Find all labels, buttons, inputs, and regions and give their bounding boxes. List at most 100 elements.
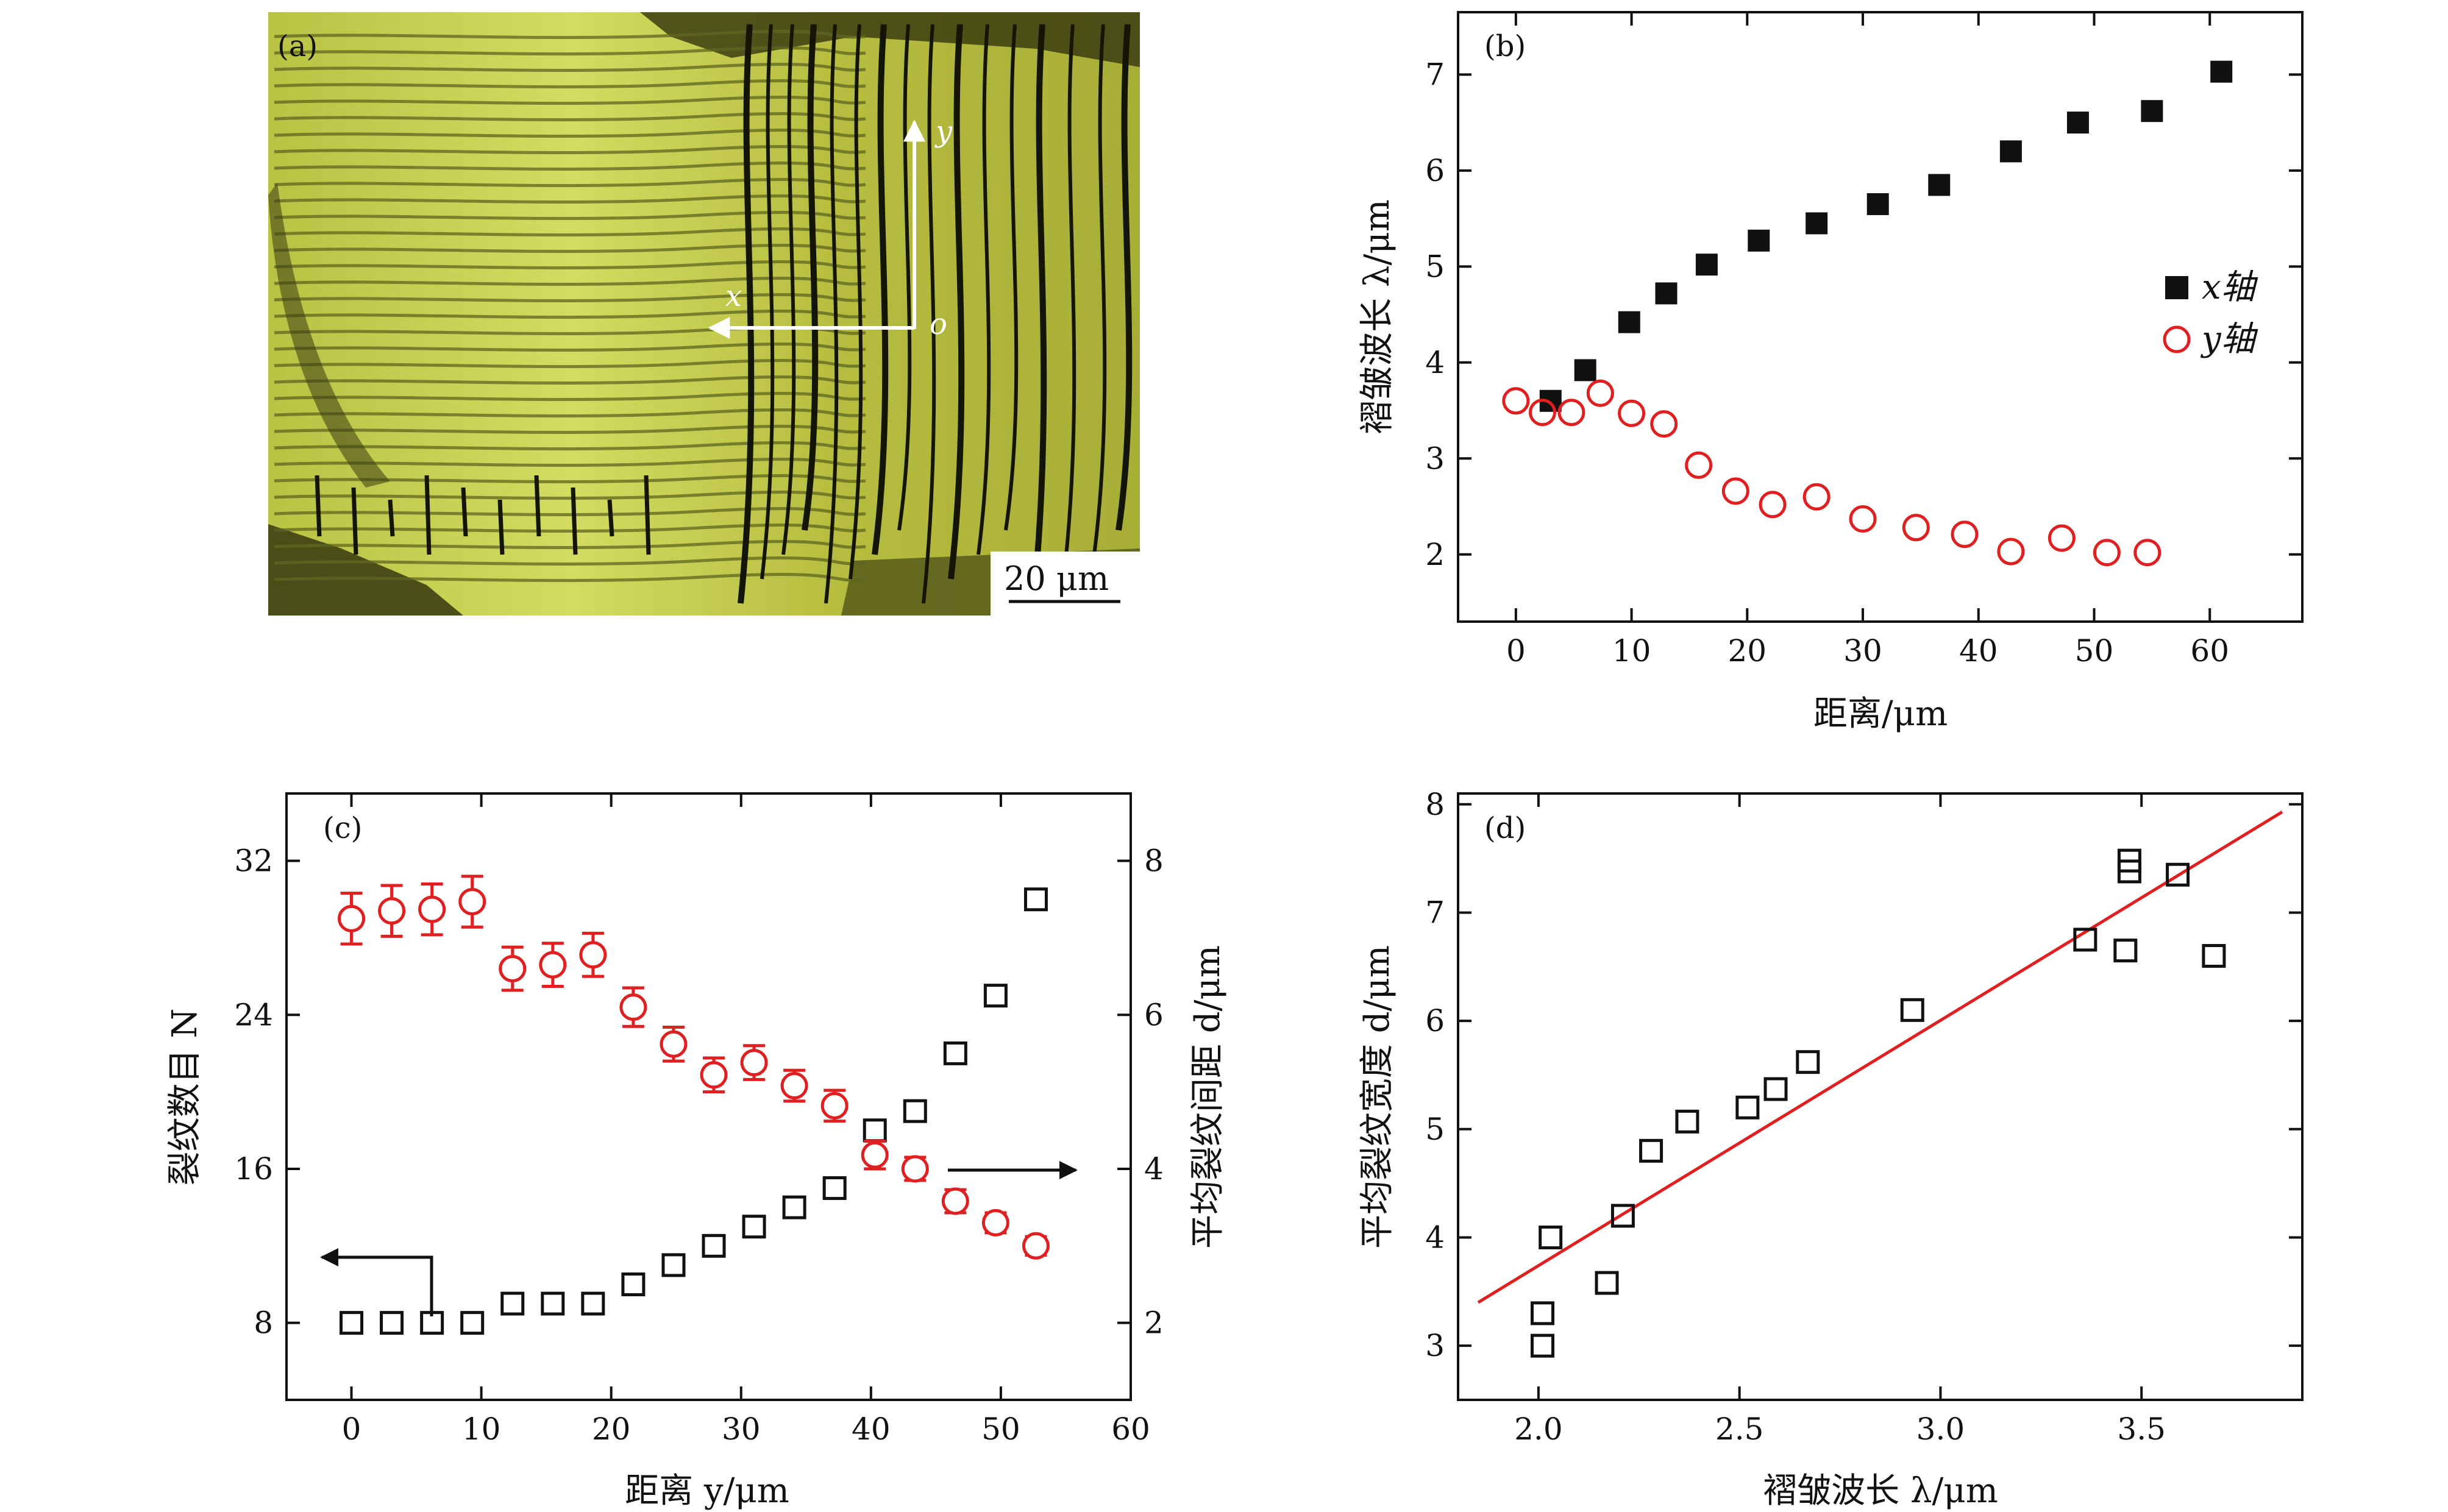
y-tick-label: 24 [234, 997, 273, 1032]
y-axis-point [2133, 539, 2162, 567]
crack-line [738, 24, 755, 604]
panel-b-chart: (b) 0 10 20 30 40 50 60 2 3 4 5 6 7 x轴 y轴 距离/μm 褶皱波长… [1357, 11, 2304, 734]
crack-count-point [541, 1291, 565, 1316]
data-point [2202, 944, 2226, 968]
micrograph-image [268, 12, 1140, 616]
y-axis-point [1529, 399, 1556, 427]
panel-b-xlabel: 距离/μm [1813, 694, 1948, 734]
crack-count-point [340, 1311, 364, 1335]
wrinkle-stripe [274, 129, 866, 138]
crack-spacing-point [539, 951, 567, 979]
crack-count-point [903, 1099, 927, 1123]
crack-spacing-point [861, 1141, 889, 1169]
crack-line [1062, 24, 1076, 580]
wrinkle-stripe [274, 112, 866, 122]
x-tick-label: 60 [1111, 1411, 1150, 1447]
x-tick-label: 3.5 [2117, 1411, 2166, 1447]
crack-line [571, 487, 578, 555]
crack-line [872, 24, 889, 555]
panel-c-axes-frame [285, 792, 1132, 1401]
data-point [1639, 1138, 1663, 1163]
y-axis-point [1650, 410, 1678, 438]
crack-count-point [500, 1291, 525, 1316]
legend-y-marker [2163, 325, 2191, 353]
x-tick-label: 60 [2190, 633, 2229, 669]
panel-c-xlabel: 距离 y/μm [625, 1471, 789, 1511]
y-axis-point [2093, 539, 2121, 567]
data-point [1531, 1301, 1554, 1326]
wrinkle-stripe [274, 161, 866, 171]
scale-bar-box [991, 552, 1140, 616]
crack-spacing-point [579, 941, 607, 969]
crack-spacing-point [1022, 1232, 1050, 1260]
crack-line [644, 475, 651, 555]
x-axis-point [2066, 112, 2089, 134]
crack-count-point [581, 1291, 605, 1316]
y-tick-label: 4 [1425, 1219, 1445, 1255]
wrinkle-stripe [274, 524, 866, 533]
panel-d-xlabel: 褶皱波长 λ/μm [1763, 1471, 1998, 1511]
crack-line [351, 487, 358, 555]
x-axis-point [1695, 254, 1718, 276]
crack-line [497, 499, 505, 555]
crack-count-point [822, 1176, 847, 1201]
crack-spacing-point [378, 897, 406, 925]
legend-x-text: x轴 [2202, 268, 2258, 307]
x-tick-label: 10 [1612, 633, 1651, 669]
y-tick-label: 3 [1425, 1328, 1445, 1363]
panel-c-label: (c) [323, 811, 362, 845]
y-tick-label-right: 6 [1144, 997, 1164, 1032]
y-axis-point [1685, 451, 1713, 479]
x-axis-point [1618, 311, 1640, 333]
crack-spacing-point [901, 1155, 929, 1183]
crack-line [922, 24, 936, 604]
crack-count-point [1023, 887, 1048, 912]
axis-y-letter: y [934, 115, 953, 149]
crack-count-point [702, 1233, 726, 1258]
y-tick-label: 4 [1425, 345, 1445, 380]
x-tick-label: 2.0 [1514, 1411, 1563, 1447]
x-axis-point [1999, 140, 2022, 163]
data-point [2166, 862, 2190, 887]
y-tick-label: 2 [1425, 537, 1445, 572]
data-point [2117, 848, 2141, 873]
panel-b-axes-frame [1457, 11, 2304, 623]
data-point [1735, 1095, 1760, 1120]
crack-count-point [460, 1311, 485, 1335]
crack-line [849, 24, 863, 580]
crack-line [760, 24, 775, 580]
y-axis-point [1502, 387, 1530, 415]
x-tick-label: 20 [592, 1411, 631, 1447]
crack-spacing-point [981, 1209, 1009, 1237]
panel-d-chart: (d) 2.0 2.5 3.0 3.5 3 4 5 6 7 8 褶皱波长 λ/μm 平均裂纹宽度 … [1357, 787, 2304, 1511]
panel-c-ylabel-left: 裂纹数目 N [165, 1009, 205, 1186]
y-axis-point [1618, 399, 1646, 427]
wrinkle-stripe [274, 194, 866, 204]
x-tick-label: 40 [1959, 633, 1998, 669]
x-tick-label: 50 [2075, 633, 2114, 669]
y-tick-label: 8 [1425, 787, 1445, 822]
y-tick-label-right: 2 [1144, 1305, 1164, 1341]
data-point [2073, 928, 2098, 952]
y-tick-label: 16 [234, 1151, 273, 1187]
x-tick-label: 40 [852, 1411, 891, 1447]
panel-b-label: (b) [1484, 29, 1526, 63]
axis-origin-letter: o [930, 307, 947, 341]
x-tick-label: 30 [722, 1411, 761, 1447]
crack-count-point [943, 1041, 967, 1065]
data-point [1796, 1050, 1820, 1074]
crack-count-point [621, 1272, 646, 1296]
crack-count-point [782, 1195, 806, 1219]
legend-y-text: y轴 [2200, 319, 2258, 359]
y-axis-point [2048, 524, 2076, 552]
crack-count-point [380, 1311, 404, 1335]
x-tick-label: 10 [462, 1411, 501, 1447]
crack-line [388, 499, 395, 537]
crack-line [781, 24, 796, 555]
panel-c-ylabel-right: 平均裂纹间距 d/μm [1188, 945, 1228, 1249]
y-tick-label: 7 [1425, 895, 1445, 930]
crack-spacing-point [458, 888, 486, 916]
y-axis-point [1557, 399, 1585, 427]
crack-spacing-point [660, 1030, 688, 1058]
data-point [1610, 1204, 1635, 1228]
